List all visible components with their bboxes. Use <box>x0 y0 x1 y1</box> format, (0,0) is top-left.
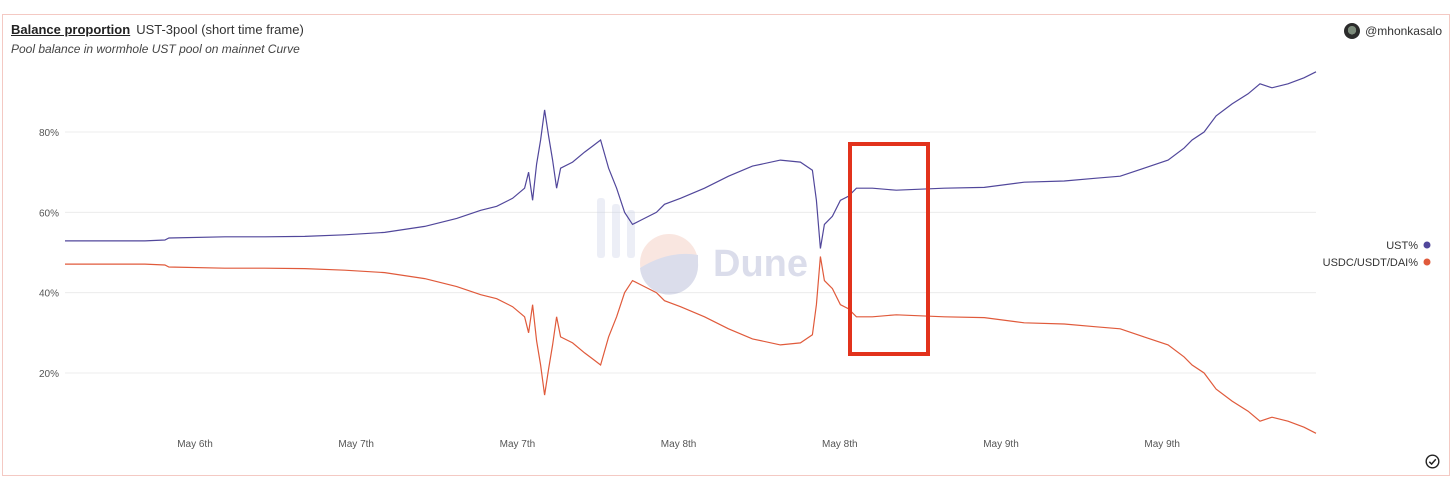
y-tick-label: 20% <box>39 369 59 380</box>
query-name: UST-3pool (short time frame) <box>136 22 304 37</box>
chart-card: Balance proportion UST-3pool (short time … <box>2 14 1450 476</box>
avatar-icon <box>1344 23 1361 39</box>
legend: UST% USDC/USDT/DAI% <box>1323 240 1431 269</box>
x-tick-label: May 9th <box>1144 439 1180 450</box>
highlight-box <box>848 142 930 356</box>
y-tick-label: 80% <box>39 128 59 139</box>
dune-watermark: Dune <box>597 198 808 295</box>
x-tick-label: May 8th <box>822 439 858 450</box>
watermark-bar-3 <box>627 210 635 258</box>
check-circle-icon[interactable] <box>1425 454 1440 469</box>
legend-label-ust: UST% <box>1386 240 1418 252</box>
x-tick-label: May 9th <box>983 439 1019 450</box>
legend-dot-ust <box>1423 241 1431 249</box>
legend-dot-usdc <box>1423 258 1431 266</box>
x-tick-label: May 6th <box>177 439 213 450</box>
x-axis-ticks: May 6th May 7th May 7th May 8th May 8th May 9… <box>177 439 1180 450</box>
author-link[interactable]: @mhonkasalo <box>1344 23 1442 39</box>
y-axis-ticks: 20% 40% 60% 80% <box>39 128 59 380</box>
series-line-usdc <box>65 256 1317 434</box>
series-line-ust <box>65 71 1317 249</box>
legend-label-usdc: USDC/USDT/DAI% <box>1323 257 1419 269</box>
y-tick-label: 40% <box>39 289 59 300</box>
y-tick-label: 60% <box>39 208 59 219</box>
grid-lines <box>65 131 1316 374</box>
chart-title-link[interactable]: Balance proportion <box>11 22 131 37</box>
x-tick-label: May 7th <box>500 439 536 450</box>
watermark-bar-1 <box>597 198 605 258</box>
dune-logo-wave <box>640 253 699 295</box>
watermark-text: Dune <box>713 243 808 285</box>
x-tick-label: May 7th <box>338 439 374 450</box>
title-row: Balance proportion UST-3pool (short time … <box>11 22 304 37</box>
dune-logo-circle <box>640 234 698 292</box>
author-name: @mhonkasalo <box>1365 24 1442 38</box>
chart-subtitle: Pool balance in wormhole UST pool on mai… <box>11 42 300 56</box>
x-tick-label: May 8th <box>661 439 697 450</box>
watermark-bar-2 <box>612 204 620 258</box>
